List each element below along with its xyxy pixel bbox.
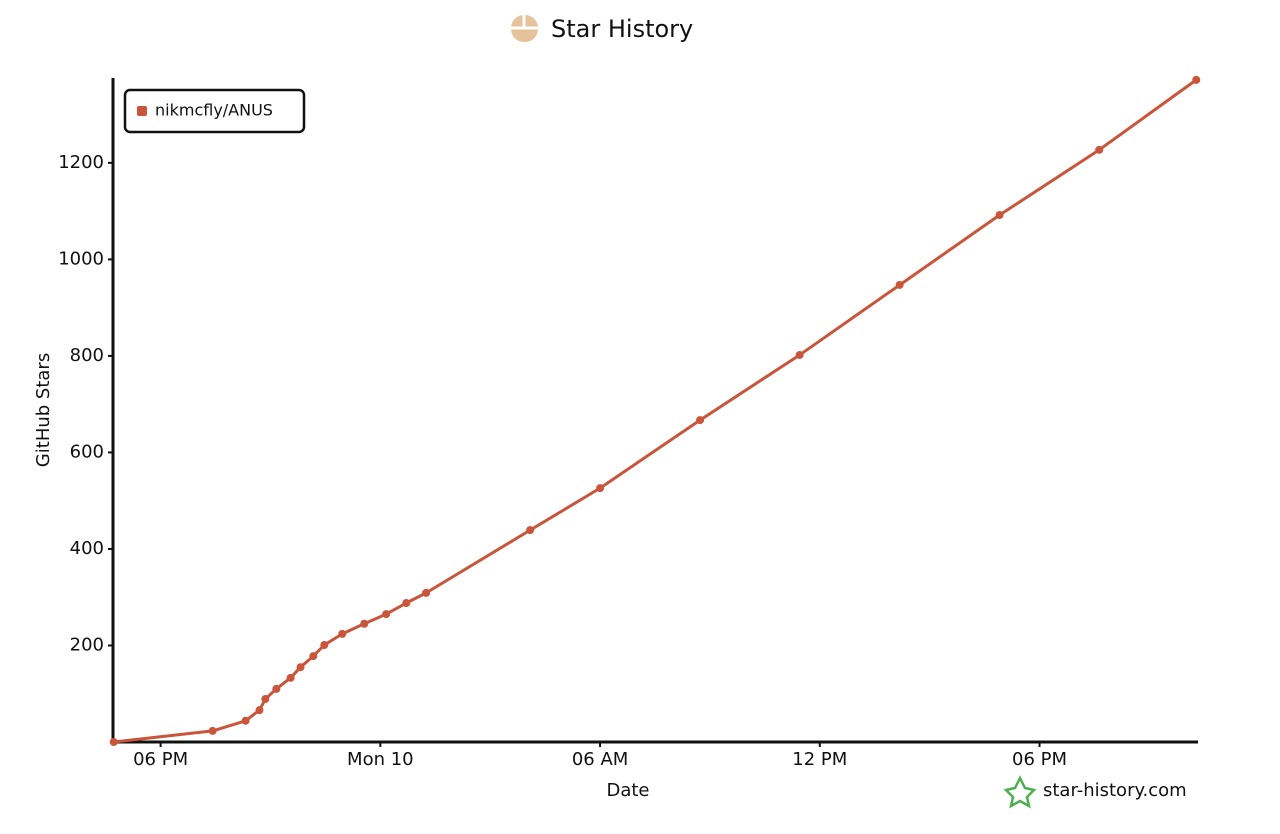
data-point (1192, 75, 1201, 84)
data-point (895, 280, 904, 289)
x-tick-label: 12 PM (792, 749, 847, 770)
data-point (208, 726, 217, 735)
data-point (261, 695, 270, 704)
data-point (402, 599, 411, 608)
data-point (596, 484, 605, 493)
title-icon (511, 15, 538, 42)
legend-swatch (137, 106, 147, 116)
y-tick-label: 1000 (58, 248, 104, 269)
data-point (255, 706, 264, 715)
series-line (112, 78, 1198, 744)
data-point (422, 588, 431, 597)
y-tick-label: 400 (70, 538, 104, 559)
legend-label: nikmcfly/ANUS (155, 101, 273, 120)
data-point (382, 610, 391, 619)
data-point (360, 619, 369, 628)
data-point (309, 652, 318, 661)
data-point (241, 716, 250, 725)
data-point (296, 663, 305, 672)
y-tick-label: 800 (70, 345, 104, 366)
x-tick-label: 06 AM (572, 749, 628, 770)
x-axis-label: Date (606, 780, 649, 801)
data-point (272, 684, 281, 693)
y-tick-label: 1200 (58, 152, 104, 173)
data-point (109, 738, 118, 746)
x-tick-label: 06 PM (133, 749, 188, 770)
data-point (1095, 145, 1104, 154)
data-point (696, 416, 705, 425)
data-point (995, 210, 1004, 219)
data-point (526, 526, 535, 535)
y-axis-label: GitHub Stars (33, 353, 54, 467)
y-tick-label: 200 (70, 634, 104, 655)
chart-title: Star History (551, 15, 693, 43)
y-tick-label: 600 (70, 441, 104, 462)
x-tick-label: Mon 10 (347, 749, 414, 770)
x-tick-label: 06 PM (1012, 749, 1067, 770)
data-point (286, 673, 295, 682)
data-point (320, 640, 329, 649)
legend-box (123, 88, 306, 134)
watermark-icon (1003, 775, 1037, 809)
data-point (338, 629, 347, 638)
watermark: star-history.com (1043, 780, 1187, 801)
data-point (795, 350, 804, 359)
